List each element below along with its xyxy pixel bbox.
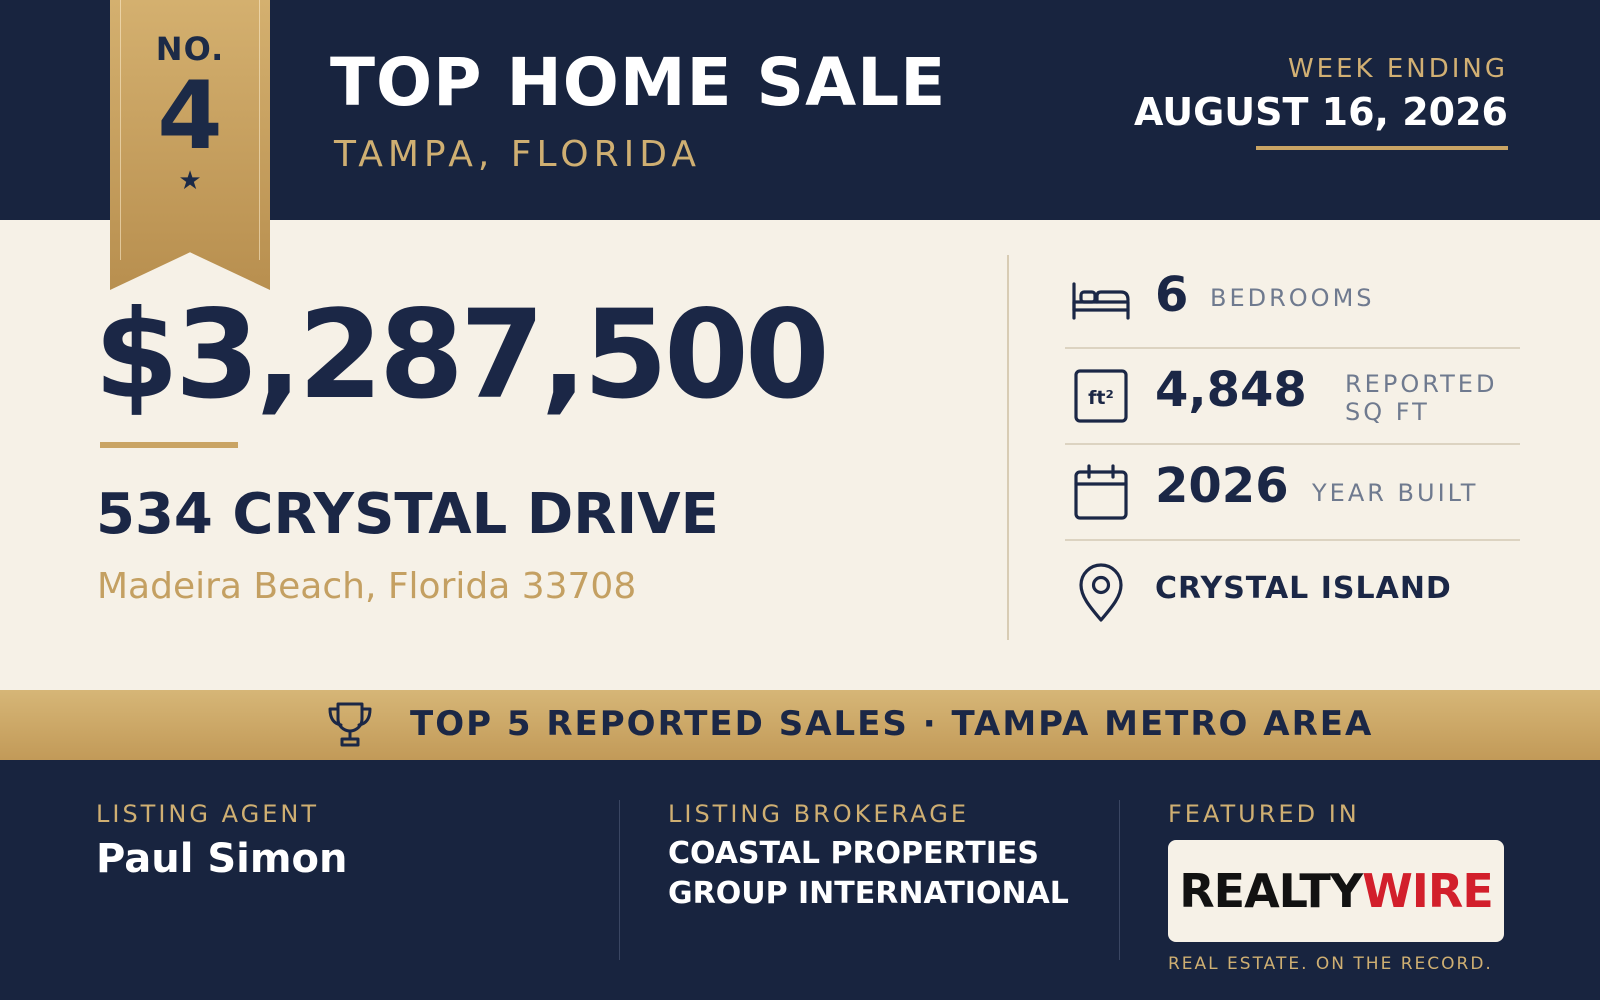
sqft-icon: ft² bbox=[1069, 364, 1133, 428]
week-ending-date: AUGUST 16, 2026 bbox=[1134, 90, 1508, 134]
year-built-value: 2026 bbox=[1155, 458, 1289, 514]
brokerage-line-1: COASTAL PROPERTIES bbox=[668, 836, 1040, 871]
brokerage-line-2: GROUP INTERNATIONAL bbox=[668, 876, 1069, 911]
listing-brokerage-name: COASTAL PROPERTIES GROUP INTERNATIONAL bbox=[668, 834, 1069, 914]
footer-divider-1 bbox=[619, 800, 620, 960]
listing-agent-label: LISTING AGENT bbox=[96, 800, 319, 828]
top-sales-banner: TOP 5 REPORTED SALES · TAMPA METRO AREA bbox=[0, 690, 1600, 760]
realtywire-logo: REALTYWIRE bbox=[1168, 840, 1504, 942]
city-state-zip: Madeira Beach, Florida 33708 bbox=[97, 566, 637, 607]
week-ending-underline bbox=[1256, 146, 1508, 150]
sqft-label-line2: SQ FT bbox=[1345, 398, 1430, 426]
bedrooms-label: BEDROOMS bbox=[1210, 284, 1375, 312]
star-icon: ★ bbox=[178, 166, 202, 196]
stat-year-built: 2026 YEAR BUILT bbox=[1065, 444, 1520, 541]
stat-sqft: ft² 4,848 REPORTED SQ FT bbox=[1065, 348, 1520, 445]
featured-in-label: FEATURED IN bbox=[1168, 800, 1360, 828]
bed-icon bbox=[1069, 268, 1133, 332]
listing-agent-name: Paul Simon bbox=[96, 836, 348, 882]
banner-text: TOP 5 REPORTED SALES · TAMPA METRO AREA bbox=[410, 704, 1374, 744]
page-subtitle: TAMPA, FLORIDA bbox=[334, 134, 701, 175]
sale-price: $3,287,500 bbox=[94, 284, 830, 426]
calendar-icon bbox=[1069, 460, 1133, 524]
map-pin-icon bbox=[1069, 560, 1133, 624]
year-built-label: YEAR BUILT bbox=[1312, 479, 1479, 507]
footer: LISTING AGENT Paul Simon LISTING BROKERA… bbox=[0, 760, 1600, 1000]
bedrooms-value: 6 bbox=[1155, 267, 1189, 323]
vertical-divider bbox=[1007, 255, 1009, 640]
logo-wordmark: REALTYWIRE bbox=[1168, 864, 1504, 918]
sqft-icon-text: ft² bbox=[1088, 387, 1114, 409]
listing-brokerage-label: LISTING BROKERAGE bbox=[668, 800, 969, 828]
logo-part-wire: WIRE bbox=[1362, 864, 1494, 918]
stat-neighborhood: CRYSTAL ISLAND bbox=[1065, 540, 1520, 635]
footer-divider-2 bbox=[1119, 800, 1120, 960]
logo-tagline: REAL ESTATE. ON THE RECORD. bbox=[1168, 954, 1493, 974]
rank-ribbon: NO. 4 ★ bbox=[110, 0, 270, 290]
stat-bedrooms: 6 BEDROOMS bbox=[1065, 252, 1520, 349]
neighborhood-name: CRYSTAL ISLAND bbox=[1155, 571, 1452, 606]
week-ending-label: WEEK ENDING bbox=[1287, 54, 1508, 84]
page-title: TOP HOME SALE bbox=[330, 44, 947, 121]
rank-number: 4 bbox=[157, 62, 223, 171]
price-underline bbox=[100, 442, 238, 448]
sqft-value: 4,848 bbox=[1155, 362, 1307, 418]
sqft-label-line1: REPORTED bbox=[1345, 370, 1498, 398]
logo-part-realty: REALTY bbox=[1179, 864, 1363, 918]
trophy-icon bbox=[322, 699, 378, 751]
rank-no-label: NO. bbox=[155, 30, 225, 68]
street-address: 534 CRYSTAL DRIVE bbox=[96, 482, 719, 547]
